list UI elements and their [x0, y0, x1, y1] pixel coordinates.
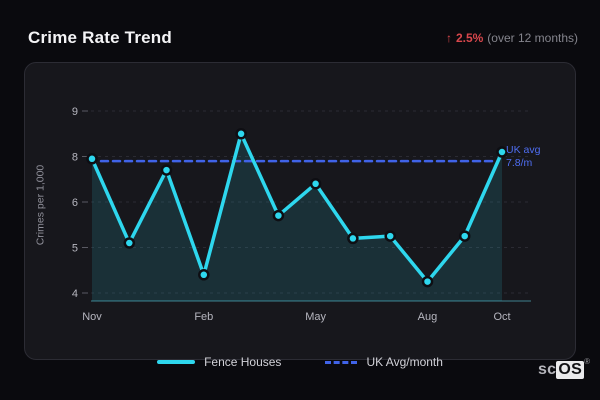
area-fill [92, 133, 502, 301]
data-point [160, 164, 173, 176]
chart-legend: Fence Houses UK Avg/month [0, 352, 600, 372]
data-point [384, 230, 396, 242]
annotation-label: UK avg [506, 144, 541, 156]
data-point [496, 146, 508, 158]
x-tick-label: Oct [493, 311, 510, 323]
data-point [458, 230, 471, 242]
uk-avg-annotation: UK avg 7.8/m [506, 144, 540, 170]
crime-trend-line-chart: 9 8 6 5 4 Nov Feb May Aug Oct [72, 106, 531, 323]
page-header: Crime Rate Trend ↑ 2.5% (over 12 months) [28, 26, 578, 50]
registered-mark-icon: ® [584, 357, 590, 366]
y-tick-label: 9 [72, 106, 78, 118]
x-tick-label: Nov [82, 311, 102, 323]
y-tick-label: 4 [72, 288, 78, 300]
data-point [198, 269, 210, 281]
y-tick-label: 6 [72, 197, 78, 209]
data-point [123, 237, 136, 249]
x-tick-label: Aug [418, 311, 438, 323]
x-tick-label: Feb [194, 311, 213, 323]
trend-caption: (over 12 months) [487, 31, 578, 45]
y-axis-title-text: Crimes per 1,000 [34, 164, 47, 246]
data-point [309, 178, 322, 190]
legend-label-fence-houses: Fence Houses [204, 355, 282, 369]
page-title: Crime Rate Trend [28, 28, 172, 47]
up-arrow-icon: ↑ [445, 31, 452, 45]
annotation-value: 7.8/m [506, 157, 533, 169]
x-tick-label: May [305, 311, 326, 323]
y-tick-label: 8 [72, 152, 78, 164]
trend-value: 2.5% [455, 31, 484, 45]
series-line [90, 132, 504, 284]
chart-card: 9 8 6 5 4 Nov Feb May Aug Oct Crimes per 1,000 UK… [24, 62, 576, 360]
data-point [272, 209, 285, 222]
data-point [347, 232, 359, 245]
y-tick-label: 5 [72, 243, 78, 255]
solid-line-swatch-icon [157, 360, 196, 364]
data-point [235, 128, 247, 140]
data-point [86, 153, 98, 165]
legend-item-fence-houses: Fence Houses [157, 355, 281, 369]
logo-prefix: sc [537, 361, 557, 378]
dashed-line-swatch-icon [325, 360, 358, 364]
scos-logo: sc OS ® [537, 357, 590, 381]
logo-suffix: OS [556, 361, 585, 379]
legend-label-uk-avg: UK Avg/month [366, 355, 443, 369]
legend-item-uk-avg: UK Avg/month [325, 355, 443, 369]
data-point [421, 275, 434, 288]
trend-indicator: ↑ 2.5% (over 12 months) [446, 31, 578, 45]
